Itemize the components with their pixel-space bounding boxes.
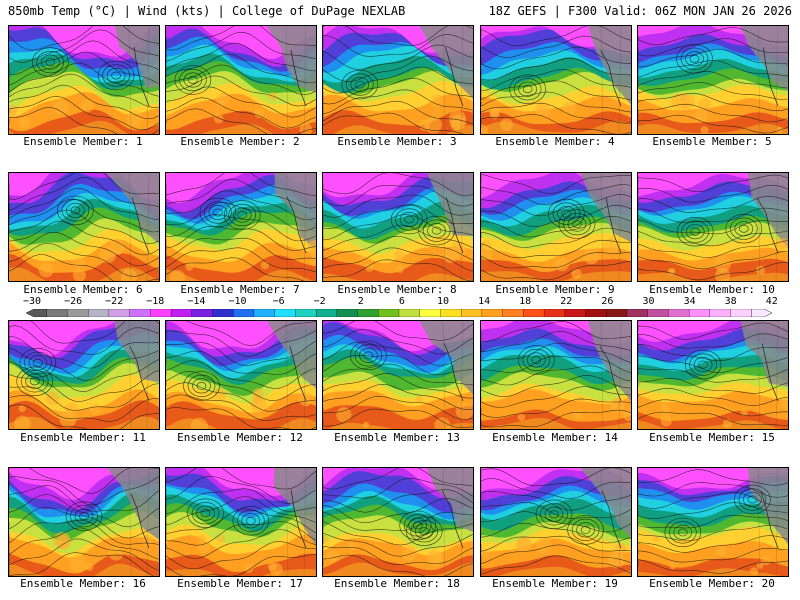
colorbar-tick-label: 30 [642,296,655,307]
ensemble-member-label: Ensemble Member: 2 [180,135,300,148]
ensemble-member-map [322,467,474,577]
colorbar-tick-label: −10 [228,296,247,307]
colorbar-swatch [315,309,338,317]
colorbar-swatch [274,309,296,317]
ensemble-member-label: Ensemble Member: 11 [20,431,146,444]
colorbar-swatch [647,309,669,317]
ensemble-member-map [8,467,160,577]
ensemble-member-label: Ensemble Member: 10 [649,283,775,296]
colorbar-swatch [212,309,234,317]
colorbar-tick-label: −6 [272,296,285,307]
ensemble-member-map [637,172,789,282]
ensemble-member-label: Ensemble Member: 5 [652,135,772,148]
ensemble-member-label: Ensemble Member: 20 [649,577,775,590]
ensemble-member-map [637,467,789,577]
ensemble-member-map [480,320,632,430]
colorbar-tick-labels: −30 −26 −22 −18 −14 −10 −6 −2 2 6 10 14 18 22 26 30 34 38… [0,296,800,308]
ensemble-member-map [480,172,632,282]
colorbar-swatch [26,309,47,317]
colorbar-tick-label: 18 [519,296,532,307]
ensemble-member-map [322,320,474,430]
colorbar-swatch [336,309,358,317]
colorbar-swatch [88,309,110,317]
ensemble-member-map [8,25,160,135]
colorbar-tick-label: 22 [560,296,573,307]
colorbar-swatch [46,309,68,317]
ensemble-member-map [165,320,317,430]
ensemble-member-label: Ensemble Member: 1 [23,135,143,148]
ensemble-member-label: Ensemble Member: 19 [492,577,618,590]
colorbar-tick-label: 26 [601,296,614,307]
chart-title: 850mb Temp (°C) | Wind (kts) | College o… [8,4,406,18]
colorbar-swatch [564,309,586,317]
colorbar-swatch [357,309,379,317]
colorbar-swatch [170,309,193,317]
colorbar-swatch [709,309,732,317]
ensemble-member-label: Ensemble Member: 4 [495,135,615,148]
ensemble-member-label: Ensemble Member: 18 [334,577,460,590]
colorbar-tick-label: −26 [64,296,83,307]
colorbar-swatch [129,309,151,317]
colorbar-swatch [668,309,690,317]
ensemble-member-map [637,25,789,135]
colorbar-swatch [481,309,504,317]
colorbar-swatch [398,309,421,317]
colorbar-swatch [253,309,276,317]
colorbar-tick-label: 10 [436,296,450,307]
colorbar-swatch [751,309,772,317]
ensemble-member-map [165,172,317,282]
colorbar-swatch [233,309,255,317]
colorbar-swatch [378,309,400,317]
colorbar-tick-label: 42 [765,296,778,307]
ensemble-member-map [322,172,474,282]
ensemble-member-map [8,320,160,430]
temperature-colorbar [26,309,772,317]
colorbar-tick-label: 6 [398,296,405,307]
ensemble-member-map [8,172,160,282]
ensemble-member-label: Ensemble Member: 17 [177,577,303,590]
colorbar-swatch [730,309,752,317]
colorbar-tick-label: −18 [146,296,165,307]
colorbar-swatch [419,309,441,317]
ensemble-member-label: Ensemble Member: 13 [334,431,460,444]
colorbar-swatch [543,309,566,317]
ensemble-member-label: Ensemble Member: 15 [649,431,775,444]
ensemble-member-map [480,25,632,135]
ensemble-member-label: Ensemble Member: 9 [495,283,615,296]
colorbar-tick-label: −2 [313,296,326,307]
colorbar-swatch [67,309,89,317]
colorbar-swatch [606,309,628,317]
ensemble-member-label: Ensemble Member: 8 [337,283,457,296]
colorbar-swatch [688,309,711,317]
colorbar-swatch [150,309,172,317]
colorbar-tick-label: −14 [187,296,206,307]
ensemble-member-map [637,320,789,430]
ensemble-member-label: Ensemble Member: 6 [23,283,143,296]
colorbar-tick-label: 38 [724,296,737,307]
valid-time: 18Z GEFS | F300 Valid: 06Z MON JAN 26 20… [488,4,792,18]
ensemble-member-map [165,25,317,135]
colorbar-swatch [502,309,524,317]
ensemble-member-map [322,25,474,135]
colorbar-tick-label: 34 [683,296,696,307]
ensemble-member-label: Ensemble Member: 16 [20,577,146,590]
ensemble-member-label: Ensemble Member: 7 [180,283,300,296]
ensemble-member-label: Ensemble Member: 12 [177,431,303,444]
colorbar-swatch [440,309,462,317]
colorbar-tick-label: 2 [357,296,364,307]
colorbar-swatch [626,309,649,317]
colorbar-tick-label: 14 [478,296,491,307]
colorbar-tick-label: −22 [105,296,124,307]
ensemble-member-label: Ensemble Member: 3 [337,135,457,148]
colorbar-swatch [191,309,213,317]
ensemble-member-label: Ensemble Member: 14 [492,431,618,444]
colorbar-swatch [523,309,545,317]
colorbar-tick-label: −30 [22,296,42,307]
colorbar-swatch [585,309,607,317]
ensemble-member-map [165,467,317,577]
colorbar-swatch [108,309,131,317]
colorbar-swatch [295,309,317,317]
ensemble-member-map [480,467,632,577]
colorbar-swatch [461,309,483,317]
